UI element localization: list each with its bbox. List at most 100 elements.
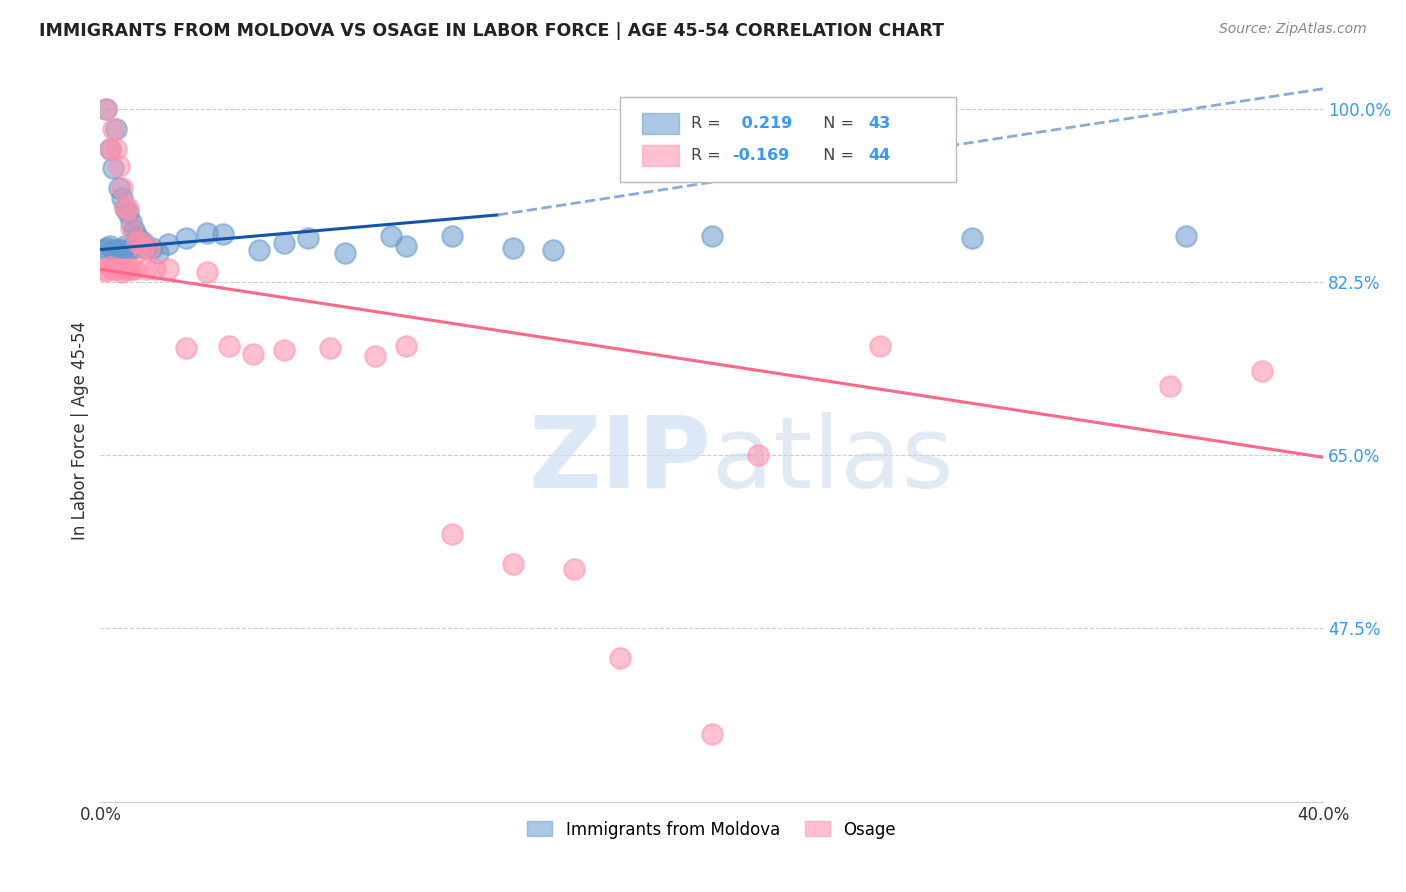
Point — [96, 264, 118, 278]
Point — [247, 243, 270, 257]
Point — [273, 343, 295, 358]
Point — [156, 262, 179, 277]
Point — [609, 651, 631, 665]
Point — [107, 243, 129, 257]
Point — [174, 230, 197, 244]
Point — [218, 339, 240, 353]
Text: N =: N = — [813, 116, 859, 131]
Point — [96, 102, 118, 116]
Text: atlas: atlas — [711, 412, 953, 508]
Text: ZIP: ZIP — [529, 412, 711, 508]
Point — [132, 235, 155, 249]
Text: 0.219: 0.219 — [737, 116, 793, 131]
Point — [129, 235, 152, 249]
Point — [145, 262, 167, 277]
Point — [1159, 379, 1181, 393]
Point — [104, 142, 127, 156]
Point — [562, 562, 585, 576]
Point — [138, 241, 160, 255]
Point — [120, 241, 142, 255]
Point — [104, 121, 127, 136]
Point — [141, 241, 163, 255]
Point — [1174, 228, 1197, 243]
Point — [107, 181, 129, 195]
Point — [700, 228, 723, 243]
Point — [156, 236, 179, 251]
Point — [502, 557, 524, 571]
Text: Source: ZipAtlas.com: Source: ZipAtlas.com — [1219, 22, 1367, 37]
Point — [132, 241, 155, 255]
Point — [98, 238, 121, 252]
Point — [333, 245, 356, 260]
Point — [120, 220, 142, 235]
Point — [111, 181, 134, 195]
Point — [135, 262, 157, 277]
Point — [107, 262, 129, 277]
Point — [364, 350, 387, 364]
Point — [440, 228, 463, 243]
Point — [114, 262, 136, 277]
Point — [117, 201, 139, 215]
Point — [129, 235, 152, 249]
Point — [111, 191, 134, 205]
Point — [98, 142, 121, 156]
Point — [114, 238, 136, 252]
Point — [117, 206, 139, 220]
Point — [700, 727, 723, 741]
Point — [747, 448, 769, 462]
Point — [111, 243, 134, 257]
Point — [1251, 364, 1274, 378]
Point — [122, 241, 145, 255]
FancyBboxPatch shape — [620, 96, 956, 182]
Point — [101, 243, 124, 257]
Point — [395, 339, 418, 353]
Point — [120, 215, 142, 229]
Point — [380, 228, 402, 243]
Point — [104, 243, 127, 257]
Point — [148, 245, 170, 260]
Point — [318, 342, 340, 356]
Point — [96, 241, 118, 255]
Point — [297, 230, 319, 244]
Point — [111, 265, 134, 279]
Point — [101, 262, 124, 277]
Point — [869, 339, 891, 353]
Point — [125, 235, 148, 249]
Text: IMMIGRANTS FROM MOLDOVA VS OSAGE IN LABOR FORCE | AGE 45-54 CORRELATION CHART: IMMIGRANTS FROM MOLDOVA VS OSAGE IN LABO… — [39, 22, 945, 40]
Text: N =: N = — [813, 148, 859, 163]
Point — [125, 228, 148, 243]
Point — [114, 201, 136, 215]
Point — [107, 160, 129, 174]
Point — [96, 102, 118, 116]
Point — [242, 347, 264, 361]
Point — [93, 243, 115, 257]
Point — [135, 241, 157, 255]
Point — [541, 243, 564, 257]
Point — [117, 243, 139, 257]
Point — [101, 121, 124, 136]
Point — [395, 238, 418, 252]
Bar — [643, 145, 679, 166]
Point — [104, 262, 127, 277]
Legend: Immigrants from Moldova, Osage: Immigrants from Moldova, Osage — [520, 814, 903, 846]
Text: 43: 43 — [869, 116, 890, 131]
Point — [122, 223, 145, 237]
Text: R =: R = — [690, 148, 725, 163]
Point — [440, 527, 463, 541]
Point — [211, 227, 233, 241]
Text: -0.169: -0.169 — [733, 148, 790, 163]
Point — [114, 201, 136, 215]
Text: R =: R = — [690, 116, 725, 131]
Y-axis label: In Labor Force | Age 45-54: In Labor Force | Age 45-54 — [72, 321, 89, 540]
Point — [122, 262, 145, 277]
Point — [273, 235, 295, 250]
Point — [93, 262, 115, 277]
Text: 44: 44 — [869, 148, 890, 163]
Bar — [643, 113, 679, 134]
Point — [174, 342, 197, 356]
Point — [98, 142, 121, 156]
Point — [120, 262, 142, 277]
Point — [502, 241, 524, 255]
Point — [195, 226, 218, 240]
Point — [117, 262, 139, 277]
